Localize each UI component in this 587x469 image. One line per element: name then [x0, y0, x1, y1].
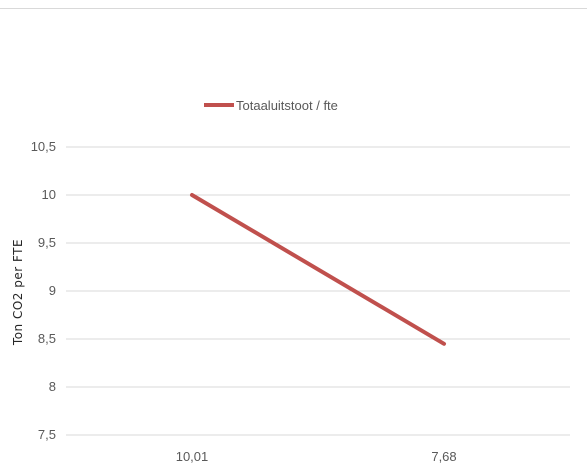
y-tick-label: 9,5	[38, 235, 56, 250]
y-axis-ticks: 7,5 8 8,5 9 9,5 10 10,5	[31, 139, 56, 442]
chart-top-border	[0, 8, 587, 9]
x-tick-label: 7,68	[431, 449, 456, 464]
y-tick-label: 9	[49, 283, 56, 298]
gridlines	[66, 146, 570, 436]
x-tick-label: 10,01	[176, 449, 209, 464]
series-layer	[190, 193, 446, 346]
legend-label: Totaaluitstoot / fte	[236, 98, 338, 113]
y-tick-label: 8,5	[38, 331, 56, 346]
legend: Totaaluitstoot / fte	[204, 98, 338, 113]
y-axis-label: Ton CO2 per FTE	[11, 239, 25, 346]
y-tick-label: 10	[42, 187, 56, 202]
y-tick-label: 7,5	[38, 427, 56, 442]
x-axis-ticks: 10,01 7,68	[176, 449, 457, 464]
series-line	[190, 193, 446, 346]
y-tick-label: 10,5	[31, 139, 56, 154]
y-tick-label: 8	[49, 379, 56, 394]
